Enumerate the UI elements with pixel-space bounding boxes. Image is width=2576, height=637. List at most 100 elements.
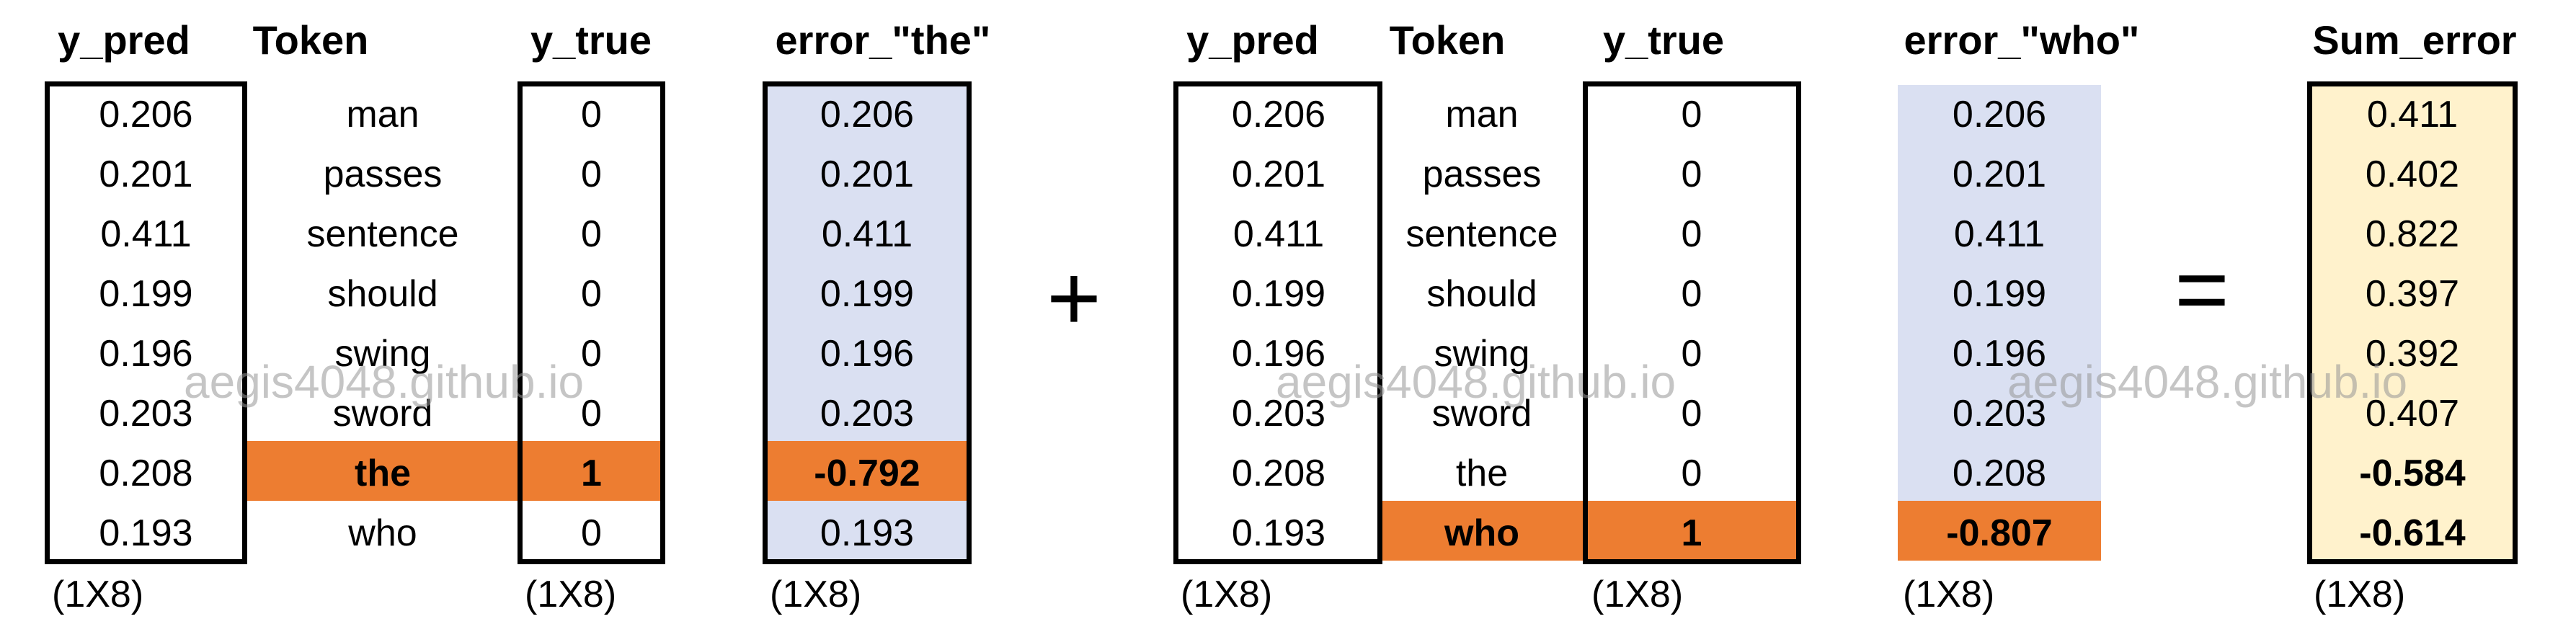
sum-error-cell: -0.614 <box>2359 512 2466 554</box>
y-pred-2-cell: 0.196 <box>1231 333 1326 375</box>
y-true-1-cell: 0 <box>581 94 602 135</box>
error-who-cell: 0.203 <box>1952 393 2047 435</box>
header-error-who: error_"who" <box>1904 17 2140 63</box>
header-y-true-1: y_true <box>530 17 652 63</box>
y-true-2-cell: 0 <box>1681 393 1702 435</box>
y-true-1-cell: 0 <box>581 153 602 195</box>
token-2-cell: sentence <box>1405 213 1558 255</box>
sum-error-cell: 0.411 <box>2366 94 2459 135</box>
token-1-cell: swing <box>334 333 431 375</box>
y-true-2-cell: 0 <box>1681 453 1702 494</box>
sum-error-cell: -0.584 <box>2359 453 2466 494</box>
token-1-cell: the <box>355 453 411 494</box>
error-who-fill <box>1898 85 2101 561</box>
error-who-cell: 0.206 <box>1952 94 2047 135</box>
sum-error-cell: 0.407 <box>2365 393 2460 435</box>
header-error-the: error_"the" <box>775 17 991 63</box>
error-who-cell: 0.411 <box>1953 213 2046 255</box>
token-2-cell: who <box>1444 512 1519 554</box>
header-y-true-2: y_true <box>1602 17 1725 63</box>
error-the-cell: 0.203 <box>820 393 915 435</box>
y-true-2-cell: 0 <box>1681 153 1702 195</box>
error-the-cell: 0.196 <box>820 333 915 375</box>
y-pred-2-cell: 0.199 <box>1231 273 1326 315</box>
token-1-cell: who <box>348 512 417 554</box>
y-pred-2-cell: 0.193 <box>1231 512 1326 554</box>
error-the-cell: 0.206 <box>820 94 915 135</box>
sum-error-cell: 0.822 <box>2365 213 2460 255</box>
y-pred-1-cell: 0.411 <box>100 213 192 255</box>
watermark-2: aegis4048.github.io <box>1276 356 1676 408</box>
error-who-cell: 0.199 <box>1952 273 2047 315</box>
dim-label-y-true-2: (1X8) <box>1591 574 1684 615</box>
token-2-cell: sword <box>1431 393 1532 435</box>
dim-label-y-pred-2: (1X8) <box>1181 574 1273 615</box>
highlight-error-the <box>765 441 969 501</box>
y-pred-1-cell: 0.196 <box>99 333 193 375</box>
y-pred-2-cell: 0.206 <box>1231 94 1326 135</box>
error-the-cell: 0.193 <box>820 512 915 554</box>
sum-error-cell: 0.397 <box>2365 273 2460 315</box>
equals-sign: = <box>2175 236 2229 342</box>
y-pred-box-1 <box>45 81 247 564</box>
header-y-pred-1: y_pred <box>58 17 190 63</box>
y-pred-1-cell: 0.201 <box>99 153 193 195</box>
error-the-cell: 0.199 <box>820 273 915 315</box>
dim-label-y-true-1: (1X8) <box>525 574 617 615</box>
y-pred-box-2 <box>1173 81 1382 564</box>
error-the-cell: -0.792 <box>814 453 920 494</box>
dim-label-error-who: (1X8) <box>1903 574 1995 615</box>
highlight-row-who <box>1381 501 1798 561</box>
y-true-1-cell: 1 <box>581 453 602 494</box>
watermark-3: aegis4048.github.io <box>2007 356 2408 408</box>
watermark-1: aegis4048.github.io <box>184 356 585 408</box>
y-pred-1-cell: 0.203 <box>99 393 193 435</box>
error-who-cell: 0.208 <box>1952 453 2047 494</box>
y-true-2-cell: 0 <box>1681 273 1702 315</box>
header-token-2: Token <box>1389 17 1506 63</box>
error-the-cell: 0.201 <box>820 153 915 195</box>
y-true-1-cell: 0 <box>581 213 602 255</box>
y-pred-2-cell: 0.208 <box>1231 453 1326 494</box>
error-who-cell: -0.807 <box>1946 512 2053 554</box>
y-true-1-cell: 0 <box>581 512 602 554</box>
header-token-1: Token <box>252 17 369 63</box>
y-true-box-2 <box>1583 81 1801 564</box>
dim-label-error-the: (1X8) <box>770 574 862 615</box>
y-pred-1-cell: 0.208 <box>99 453 193 494</box>
y-pred-2-cell: 0.203 <box>1231 393 1326 435</box>
token-1-cell: should <box>327 273 438 315</box>
sum-error-cell: 0.402 <box>2365 153 2460 195</box>
token-2-cell: man <box>1445 94 1519 135</box>
y-true-2-cell: 0 <box>1681 213 1702 255</box>
y-pred-1-cell: 0.206 <box>99 94 193 135</box>
y-true-box-1 <box>518 81 665 564</box>
y-true-1-cell: 0 <box>581 393 602 435</box>
token-2-cell: should <box>1426 273 1537 315</box>
token-1-cell: sword <box>332 393 433 435</box>
y-true-1-cell: 0 <box>581 273 602 315</box>
error-who-cell: 0.201 <box>1952 153 2047 195</box>
header-y-pred-2: y_pred <box>1186 17 1319 63</box>
header-sum-error: Sum_error <box>2312 17 2517 63</box>
y-true-2-cell: 0 <box>1681 94 1702 135</box>
dim-label-y-pred-1: (1X8) <box>52 574 144 615</box>
dim-label-sum-error: (1X8) <box>2314 574 2406 615</box>
sum-error-box <box>2307 81 2518 564</box>
y-pred-1-cell: 0.193 <box>99 512 193 554</box>
error-the-box <box>763 81 972 564</box>
token-2-cell: passes <box>1422 153 1542 195</box>
sum-error-fill <box>2311 85 2514 561</box>
token-1-cell: passes <box>323 153 443 195</box>
y-true-1-cell: 0 <box>581 333 602 375</box>
y-pred-2-cell: 0.411 <box>1233 213 1325 255</box>
highlight-error-who <box>1898 501 2101 561</box>
token-2-cell: the <box>1455 453 1509 494</box>
token-1-cell: sentence <box>306 213 459 255</box>
error-who-cell: 0.196 <box>1952 333 2047 375</box>
error-the-cell: 0.411 <box>821 213 913 255</box>
sum-error-cell: 0.392 <box>2365 333 2460 375</box>
y-true-2-cell: 1 <box>1681 512 1702 554</box>
y-pred-2-cell: 0.201 <box>1231 153 1326 195</box>
